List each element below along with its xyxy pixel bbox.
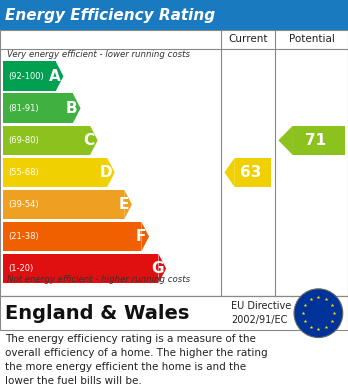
Polygon shape	[224, 158, 235, 187]
Bar	[235, 158, 271, 187]
Bar	[3, 222, 141, 251]
Bar	[0, 296, 348, 330]
Text: Potential: Potential	[288, 34, 334, 45]
Polygon shape	[124, 190, 132, 219]
Bar	[3, 190, 124, 219]
Polygon shape	[158, 254, 166, 283]
Bar	[3, 158, 107, 187]
Text: D: D	[100, 165, 112, 180]
Bar	[293, 126, 345, 155]
Text: Not energy efficient - higher running costs: Not energy efficient - higher running co…	[7, 275, 190, 284]
Text: A: A	[49, 69, 61, 84]
Text: Very energy efficient - lower running costs: Very energy efficient - lower running co…	[7, 50, 190, 59]
Polygon shape	[56, 61, 63, 91]
Text: (1-20): (1-20)	[9, 264, 34, 273]
Text: B: B	[66, 101, 78, 116]
Text: G: G	[151, 261, 163, 276]
Bar	[3, 61, 56, 91]
Bar	[3, 254, 158, 283]
Text: (39-54): (39-54)	[9, 200, 39, 209]
Text: F: F	[136, 229, 146, 244]
Bar	[0, 0, 348, 30]
Text: EU Directive
2002/91/EC: EU Directive 2002/91/EC	[231, 301, 292, 325]
Polygon shape	[141, 222, 149, 251]
Text: (21-38): (21-38)	[9, 232, 39, 241]
Text: Energy Efficiency Rating: Energy Efficiency Rating	[5, 7, 215, 23]
Text: 71: 71	[305, 133, 326, 148]
Bar	[0, 30, 348, 296]
Text: (69-80): (69-80)	[9, 136, 39, 145]
Text: E: E	[119, 197, 129, 212]
Polygon shape	[278, 126, 293, 155]
Ellipse shape	[294, 289, 343, 337]
Polygon shape	[73, 93, 80, 123]
Text: (81-91): (81-91)	[9, 104, 39, 113]
Text: C: C	[84, 133, 95, 148]
Text: (55-68): (55-68)	[9, 168, 39, 177]
Text: England & Wales: England & Wales	[5, 304, 190, 323]
Text: (92-100): (92-100)	[9, 72, 45, 81]
Polygon shape	[107, 158, 115, 187]
Bar	[3, 126, 90, 155]
Bar	[3, 93, 73, 123]
Text: The energy efficiency rating is a measure of the
overall efficiency of a home. T: The energy efficiency rating is a measur…	[5, 334, 268, 386]
Polygon shape	[90, 126, 98, 155]
Text: Current: Current	[228, 34, 268, 45]
Text: 63: 63	[240, 165, 262, 180]
